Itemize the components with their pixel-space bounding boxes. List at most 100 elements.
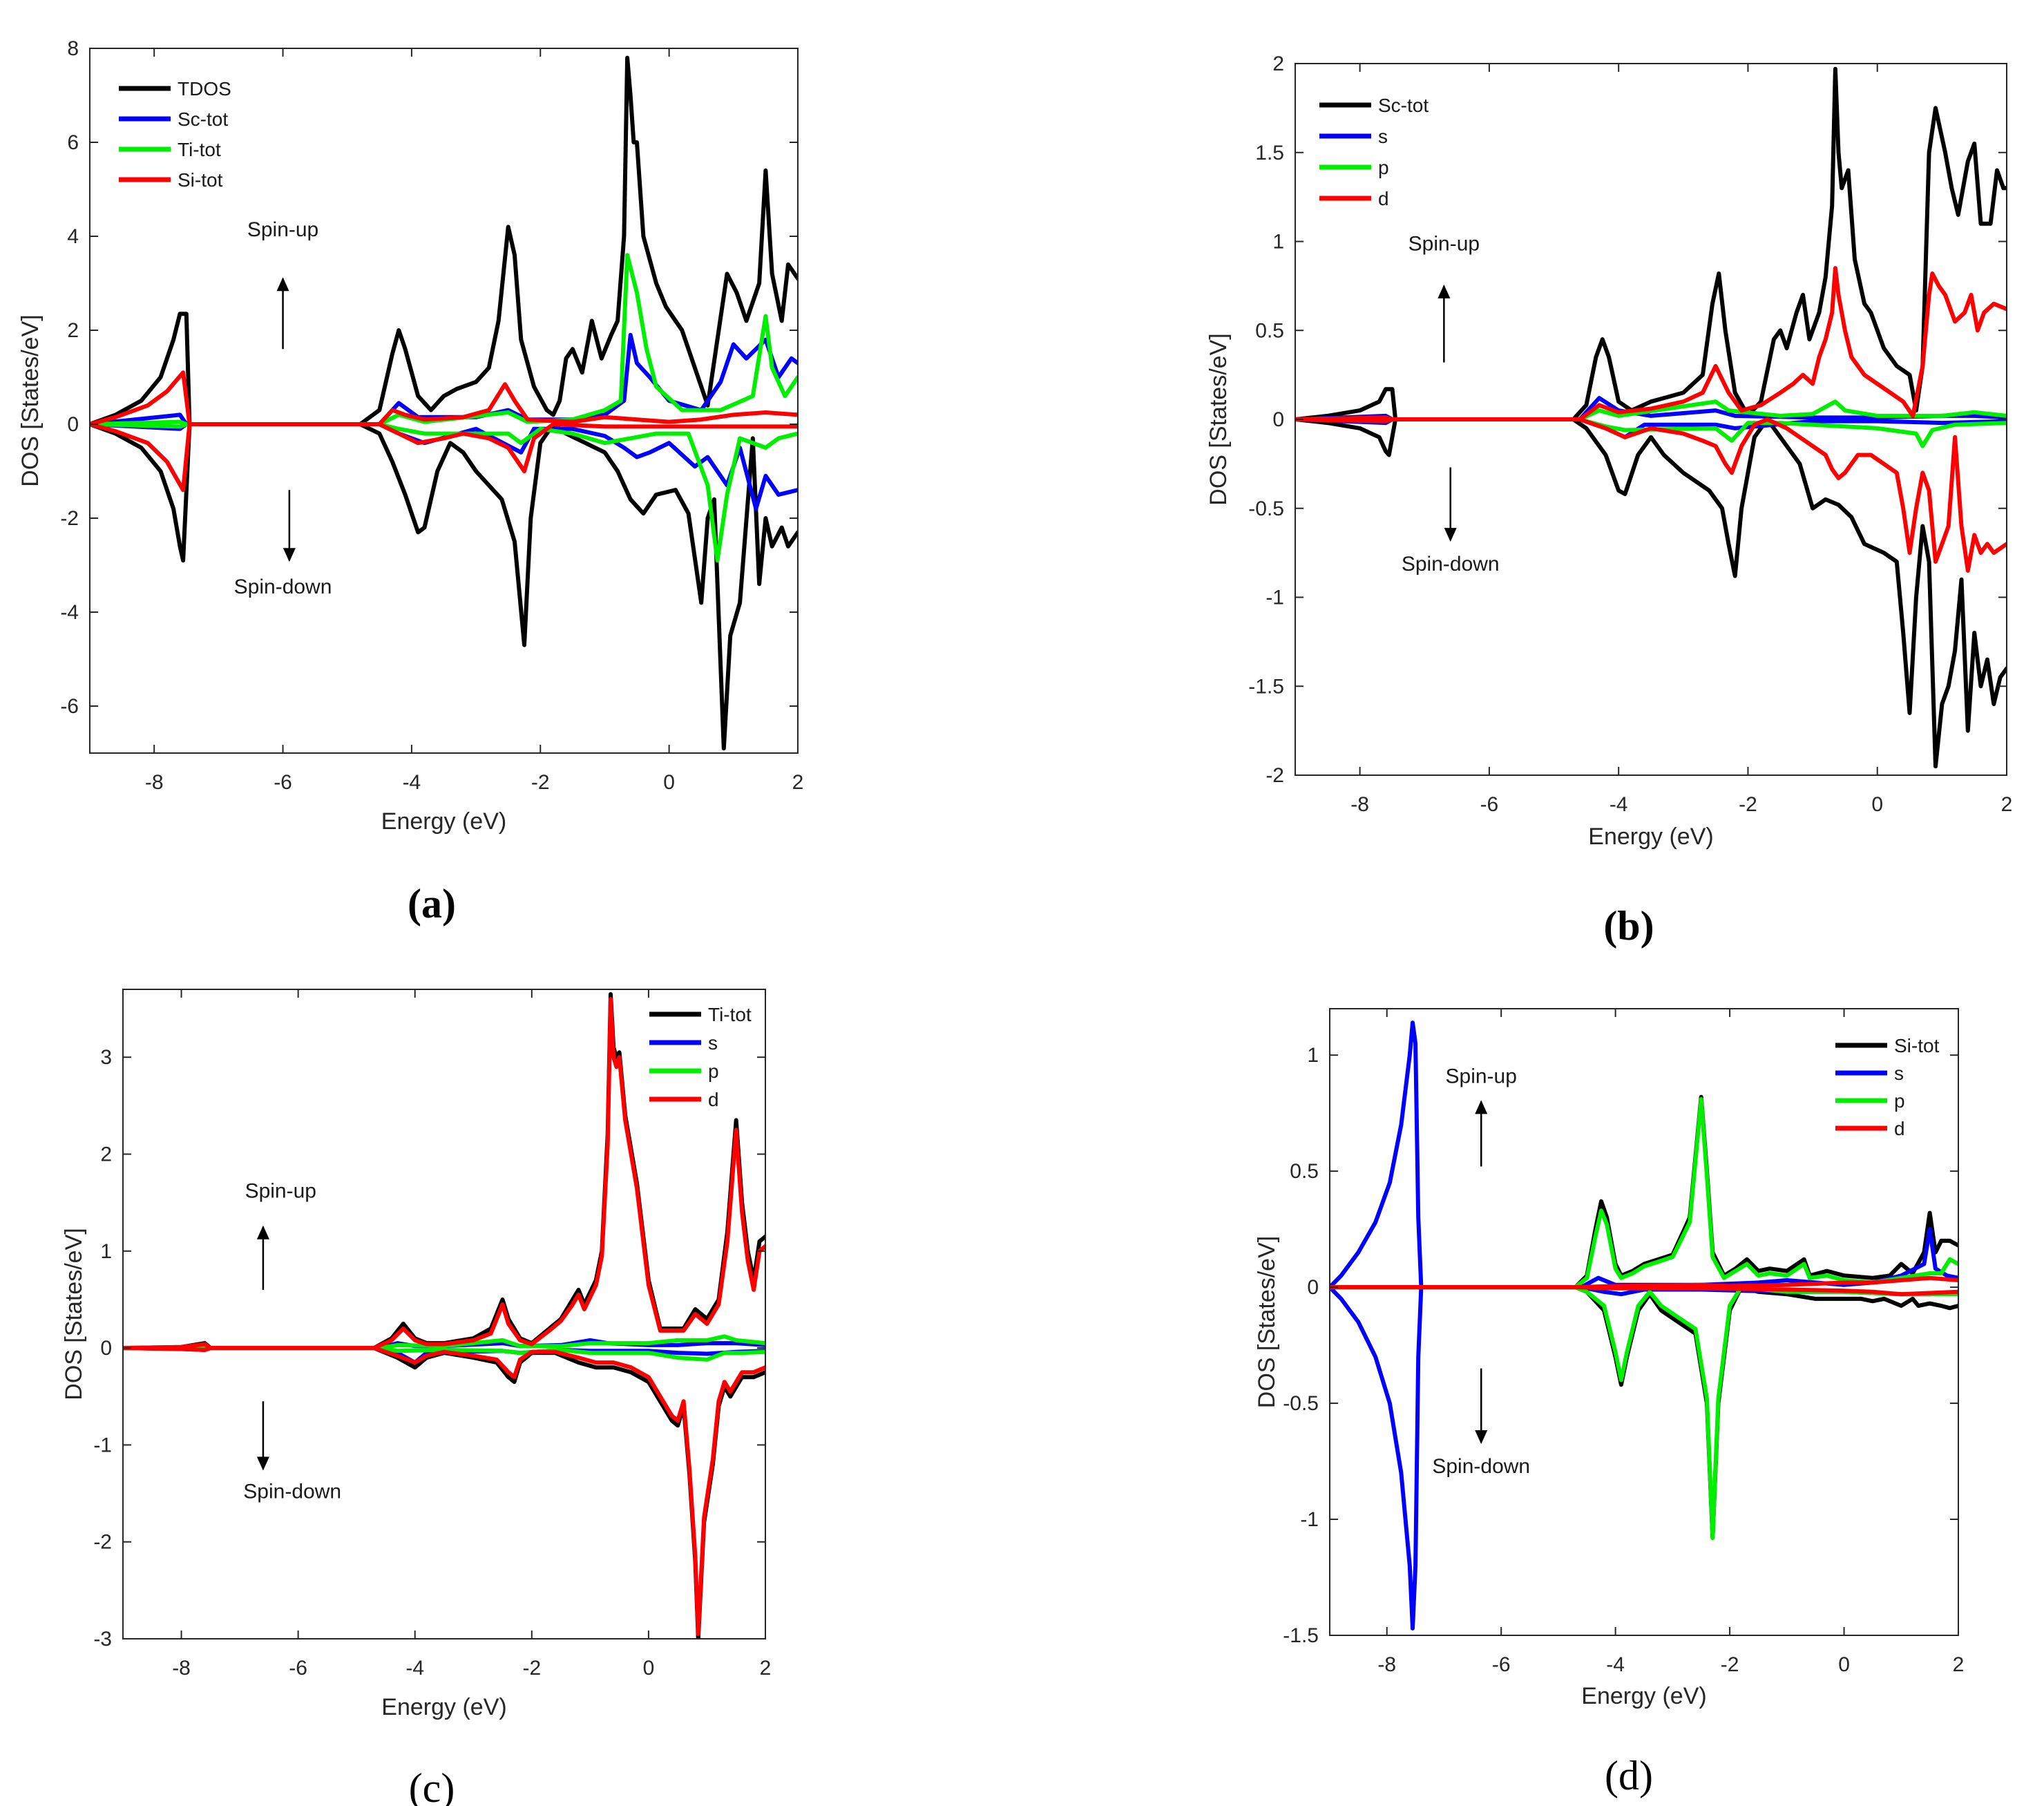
series-line-p-down (123, 1346, 765, 1362)
x-tick-label: -4 (405, 1657, 424, 1680)
x-tick-label: 2 (792, 771, 804, 794)
y-tick-label: -1 (1300, 1508, 1319, 1531)
annotation-spin-up: Spin-up (1408, 232, 1480, 255)
x-tick-label: -6 (1480, 793, 1499, 816)
x-tick-label: 0 (663, 771, 675, 794)
legend-label: s (1378, 126, 1388, 147)
series-line-si-tot-up (90, 370, 798, 426)
legend-label: p (1378, 157, 1389, 178)
x-tick-label: -2 (1739, 793, 1757, 816)
legend-label: Sc-tot (1378, 95, 1429, 116)
x-tick-label: 2 (2001, 793, 2013, 816)
x-axis-label: Energy (eV) (381, 808, 506, 835)
x-tick-label: -8 (145, 771, 164, 794)
x-tick-label: -6 (289, 1657, 307, 1680)
annotation-spin-up: Spin-up (1446, 1065, 1517, 1087)
legend-label: s (708, 1032, 718, 1054)
series-line-tdos-down (90, 422, 798, 751)
legend-label: Sc-tot (178, 108, 228, 130)
series-line-s-up (1330, 1020, 1958, 1290)
plot-area-c (123, 992, 765, 1639)
y-tick-label: -1.5 (1248, 675, 1284, 698)
y-tick-label: 2 (100, 1143, 112, 1166)
y-tick-label: 8 (67, 37, 79, 60)
y-axis-label: DOS [States/eV] (1205, 333, 1232, 505)
panel-d: -8 -6 -4 -2 0 2 -1.5 -1 -0.5 0 0.5 1 Energy (eV) DOS … (1254, 1008, 1964, 1798)
arrow-head-icon (1475, 1430, 1488, 1445)
plot-area-d (1330, 1020, 1958, 1631)
panel-label: (d) (1605, 1753, 1653, 1798)
x-tick-label: -6 (1492, 1653, 1511, 1676)
x-tick-label: -2 (522, 1657, 541, 1680)
y-tick-label: 4 (67, 225, 79, 248)
panel-a: -8 -6 -4 -2 0 2 -6 -4 -2 0 2 4 6 8 Energy (eV) DOS [Sta… (17, 37, 803, 926)
y-tick-label: 6 (67, 131, 79, 154)
legend-label: Si-tot (178, 169, 223, 191)
series-line-sc-tot-down (1295, 417, 2007, 769)
annotation-spin-down: Spin-down (1432, 1455, 1530, 1478)
annotation-spin-down: Spin-down (243, 1481, 341, 1503)
x-tick-label: 0 (1871, 793, 1883, 816)
series-line-d-down (123, 1346, 765, 1636)
x-tick-label: -4 (1606, 1653, 1625, 1676)
series-line-ti-tot-up (123, 992, 765, 1351)
series-line-sc-tot-up (90, 332, 798, 426)
series-line-ti-tot-up (90, 253, 798, 426)
y-tick-label: -0.5 (1248, 497, 1284, 520)
series-line-p-up (123, 1334, 765, 1351)
series-line-si-tot-down (1330, 1285, 1958, 1540)
y-axis-label: DOS [States/eV] (1254, 1236, 1280, 1408)
legend-label: d (1894, 1118, 1905, 1139)
legend-label: p (1894, 1090, 1905, 1112)
y-tick-label: 1 (1307, 1044, 1319, 1067)
x-tick-label: -2 (1721, 1653, 1739, 1676)
plot-frame (122, 989, 766, 1639)
legend-label: d (708, 1089, 719, 1110)
x-tick-label: 2 (760, 1657, 772, 1680)
plot-area-a (90, 55, 798, 751)
y-tick-label: 1.5 (1255, 142, 1284, 164)
legend: Sc-tot spd (1319, 95, 1429, 209)
legend: Si-tot spd (1835, 1035, 1940, 1139)
x-tick-label: 0 (1838, 1653, 1850, 1676)
x-tick-label: 0 (643, 1657, 655, 1680)
y-tick-label: 0.5 (1290, 1160, 1319, 1183)
legend-label: d (1378, 188, 1389, 209)
x-tick-label: -4 (403, 771, 421, 794)
panel-b: -8 -6 -4 -2 0 2 -2 -1.5 -1 -0.5 0 0.5 1 1.5 2 Energy (e… (1205, 53, 2012, 949)
arrow-head-icon (283, 548, 296, 562)
x-axis-label: Energy (eV) (1581, 1683, 1706, 1709)
panel-c: -8 -6 -4 -2 0 2 -3 -2 -1 0 1 2 3 Energy (eV) DOS [Stat… (61, 989, 771, 1806)
legend-label: TDOS (178, 78, 231, 99)
x-tick-label: -2 (531, 771, 550, 794)
panel-label: (b) (1603, 903, 1654, 949)
arrow-head-icon (256, 1225, 269, 1239)
y-tick-label: 3 (100, 1046, 112, 1069)
arrow-head-icon (1444, 528, 1457, 542)
y-tick-label: 1 (1272, 231, 1284, 254)
legend: TDOS Sc-tot Ti-tot Si-tot (119, 78, 231, 191)
x-tick-label: -8 (172, 1657, 191, 1680)
legend: Ti-tot spd (649, 1004, 752, 1110)
series-line-ti-tot-down (123, 1346, 765, 1639)
annotation-spin-up: Spin-up (245, 1180, 316, 1203)
y-tick-label: 0 (67, 413, 79, 436)
legend-label: Si-tot (1894, 1035, 1940, 1056)
series-line-si-tot-up (1330, 1094, 1958, 1290)
legend-label: p (708, 1061, 719, 1082)
y-tick-label: 2 (67, 319, 79, 342)
series-line-d-up (1295, 266, 2007, 421)
y-tick-label: 1 (100, 1240, 112, 1263)
y-tick-label: -3 (93, 1628, 112, 1651)
x-tick-label: -8 (1350, 793, 1369, 816)
y-tick-label: 0.5 (1255, 319, 1284, 342)
y-tick-label: -2 (93, 1531, 112, 1554)
y-axis-label: DOS [States/eV] (17, 314, 44, 486)
panel-label: (c) (409, 1765, 455, 1806)
x-axis-label: Energy (eV) (1588, 824, 1713, 850)
y-tick-label: -6 (60, 695, 79, 718)
legend-label: Ti-tot (708, 1004, 752, 1025)
annotation-spin-down: Spin-down (1402, 553, 1500, 576)
series-line-si-tot-down (90, 422, 798, 493)
